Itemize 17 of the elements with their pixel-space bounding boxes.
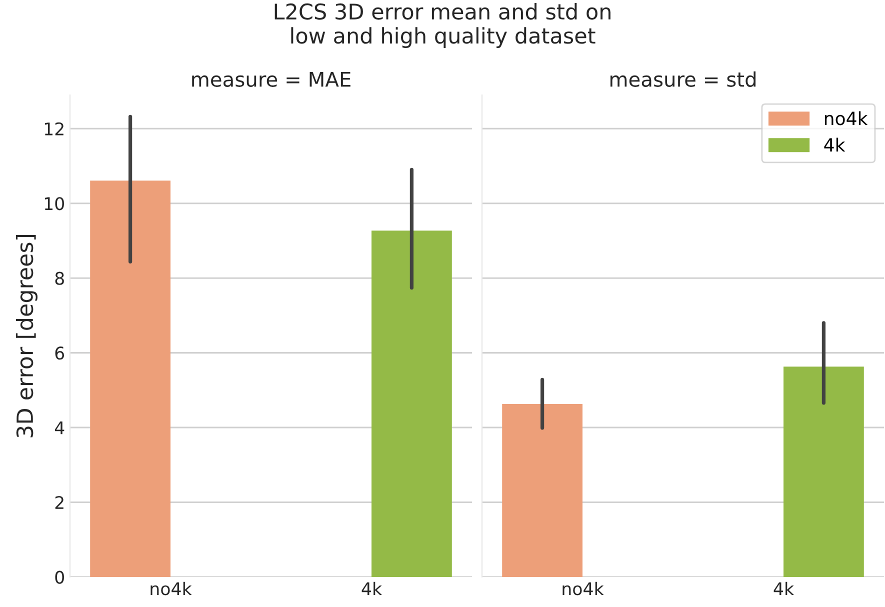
- text: L2CS 3D error mean and std on low and high quality dataset: [274, 3, 610, 48]
- x-tick-label: 4k: [362, 582, 382, 596]
- y-tick-label: 8: [55, 272, 64, 285]
- y-tick-label: 2: [55, 496, 64, 509]
- y-tick-label: 0: [55, 570, 64, 584]
- legend-label: no4k: [824, 111, 868, 126]
- y-tick-label: 6: [55, 346, 64, 360]
- legend-label: 4k: [824, 138, 846, 152]
- y-tick-label: 10: [44, 197, 64, 210]
- x-tick-label: no4k: [562, 582, 604, 596]
- y-tick-label: 12: [44, 122, 64, 136]
- x-tick-label: no4k: [150, 582, 192, 596]
- y-tick-label: 4: [54, 421, 64, 434]
- y-axis-title: 3D error [degrees]: [16, 234, 38, 438]
- x-tick-label: 4k: [774, 582, 794, 596]
- chart-title: measure = MAE: [192, 72, 350, 87]
- chart-title: measure = std: [610, 71, 756, 87]
